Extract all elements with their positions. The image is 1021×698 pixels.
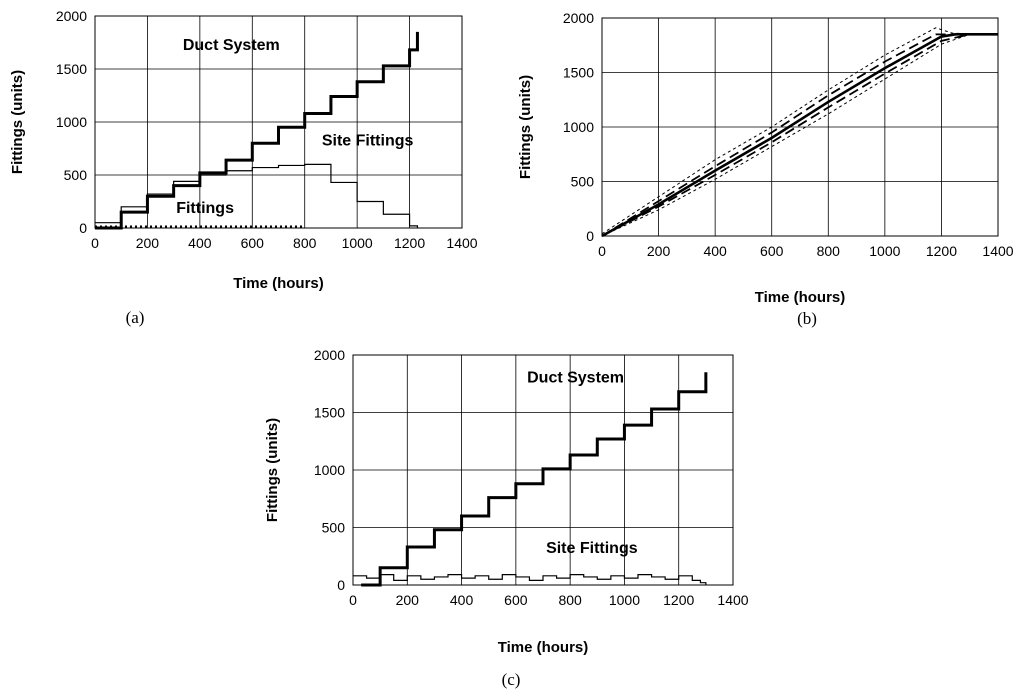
y-tick-label: 1000 [563,119,594,135]
y-axis-label: Fittings (units) [264,418,281,522]
x-tick-label: 1200 [926,243,957,259]
series-line-2 [95,163,419,228]
y-tick-label: 1500 [56,61,87,77]
y-tick-label: 1500 [563,65,594,81]
y-tick-label: 2000 [314,347,345,363]
series-annotation: Site Fittings [546,540,638,557]
y-tick-label: 1000 [314,462,345,478]
series-line-1 [95,31,419,230]
y-tick-label: 500 [64,167,88,183]
x-tick-label: 800 [293,235,317,251]
y-tick-label: 0 [586,228,594,244]
x-tick-label: 1000 [869,243,900,259]
y-tick-label: 1000 [56,114,87,130]
x-tick-label: 200 [136,235,160,251]
y-tick-label: 2000 [56,8,87,24]
x-tick-label: 400 [188,235,212,251]
x-tick-label: 800 [817,243,841,259]
panel-caption: (b) [797,309,817,328]
series-line-1 [361,372,708,587]
x-tick-label: 1400 [982,243,1013,259]
x-tick-label: 200 [647,243,671,259]
x-tick-label: 1200 [394,235,425,251]
x-tick-label: 1400 [717,592,748,608]
x-tick-label: 600 [241,235,265,251]
y-tick-label: 0 [79,220,87,236]
series-annotation: Fittings [176,200,234,217]
x-tick-label: 0 [91,235,99,251]
y-tick-label: 1500 [314,405,345,421]
series-annotation: Site Fittings [322,132,414,149]
chart-a: 0 200 400 600 800 1000 1200 1400 0 500 1000 1500 200… [9,8,478,327]
y-tick-label: 500 [322,520,346,536]
x-tick-label: 800 [558,592,582,608]
panel-caption: (c) [502,670,521,689]
panel-caption: (a) [126,308,145,327]
x-tick-label: 1000 [342,235,373,251]
series-line-5 [601,33,998,237]
series-annotation: Duct System [183,37,280,54]
series-line-3 [601,33,998,237]
y-tick-label: 2000 [563,10,594,26]
y-tick-label: 500 [571,174,595,190]
x-tick-label: 1200 [663,592,694,608]
y-axis-label: Fittings (units) [517,75,534,179]
x-tick-label: 0 [349,592,357,608]
x-axis-label: Time (hours) [498,639,589,656]
series-annotation: Duct System [527,370,624,387]
x-tick-label: 1000 [609,592,640,608]
series-line-2 [353,574,707,585]
x-tick-label: 400 [703,243,727,259]
y-tick-label: 0 [337,577,345,593]
x-tick-label: 600 [504,592,528,608]
x-tick-label: 0 [598,243,606,259]
chart-c: 0 200 400 600 800 1000 1200 1400 0 500 1000 1500 200… [264,347,749,689]
chart-b: 0 200 400 600 800 1000 1200 1400 0 500 1000 1500 200… [517,10,1014,328]
x-tick-label: 400 [450,592,474,608]
x-tick-label: 600 [760,243,784,259]
x-tick-label: 1400 [446,235,477,251]
x-axis-label: Time (hours) [233,275,324,292]
series-line-4 [601,27,999,235]
x-axis-label: Time (hours) [755,289,846,306]
x-tick-label: 200 [396,592,420,608]
y-axis-label: Fittings (units) [9,70,26,174]
